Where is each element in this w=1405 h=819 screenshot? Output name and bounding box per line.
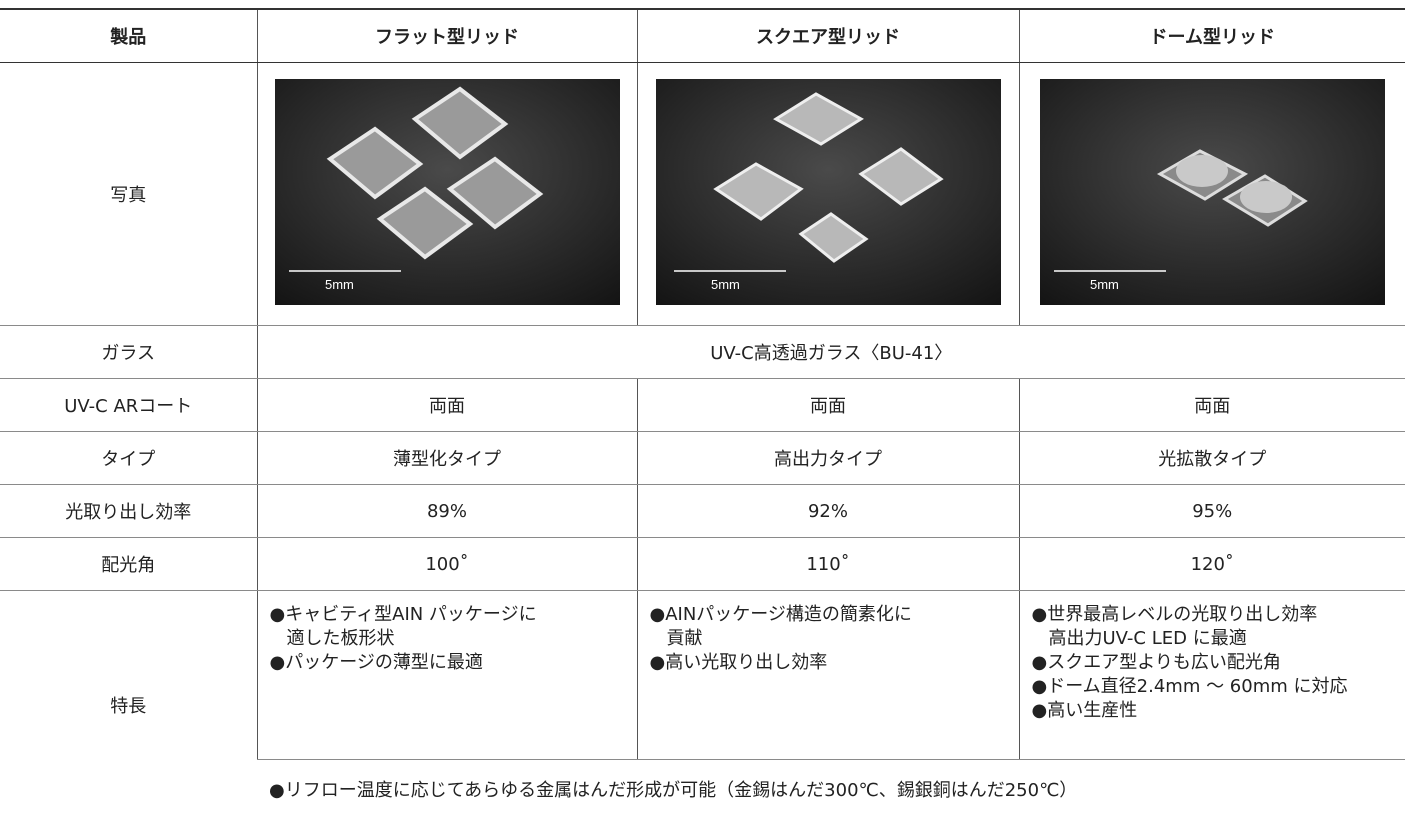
feature-line: ●ドーム直径2.4mm ～ 60mm に対応 <box>1031 676 1348 697</box>
features-common: ●リフロー温度に応じてあらゆる金属はんだ形成が可能（金錫はんだ300℃、錫銀銅は… <box>269 780 1078 801</box>
feature-line: 貢献 <box>666 628 703 649</box>
feature-line: 適した板形状 <box>286 628 395 649</box>
scale-label: 5mm <box>325 277 354 292</box>
feature-line: ●高い光取り出し効率 <box>649 652 828 673</box>
scale-label: 5mm <box>1090 277 1119 292</box>
cell: 100˚ <box>256 537 637 591</box>
cell: 高出力タイプ <box>636 431 1019 485</box>
row-label: 写真 <box>0 62 257 326</box>
row-label: 配光角 <box>0 537 257 591</box>
cell: 120˚ <box>1018 537 1405 591</box>
row-label: ガラス <box>0 325 257 379</box>
header-row: 製品 フラット型リッド スクエア型リッド ドーム型リッド <box>0 8 1405 63</box>
photo-cell: 5mm <box>636 62 1019 326</box>
cell: 92% <box>636 484 1019 538</box>
feature-line: 高出力UV-C LED に最適 <box>1048 628 1247 649</box>
features-cell: ●AINパッケージ構造の簡素化に貢献 ●高い光取り出し効率 <box>636 590 1019 760</box>
row: 光取り出し効率 89% 92% 95% <box>0 484 1405 538</box>
cell: 両面 <box>636 378 1019 432</box>
photo: 5mm <box>655 78 1001 305</box>
header-cell: スクエア型リッド <box>636 8 1019 63</box>
features-cell: ●キャビティ型AIN パッケージに適した板形状 ●パッケージの薄型に最適 <box>256 590 637 760</box>
row-label: 特長 <box>110 695 147 717</box>
cell: 両面 <box>256 378 637 432</box>
row-label: UV-C ARコート <box>0 378 257 432</box>
header-cell: ドーム型リッド <box>1018 8 1405 63</box>
features-common-row: ●リフロー温度に応じてあらゆる金属はんだ形成が可能（金錫はんだ300℃、錫銀銅は… <box>0 760 1405 819</box>
cell: 89% <box>256 484 637 538</box>
glass-row: ガラス UV-C高透過ガラス〈BU-41〉 <box>0 325 1405 379</box>
feature-line: ●スクエア型よりも広い配光角 <box>1031 652 1281 673</box>
photo-cell: 5mm <box>1018 62 1405 326</box>
photo: 5mm <box>1039 78 1385 305</box>
header-cell: フラット型リッド <box>256 8 637 63</box>
photo-row: 写真 5mm <box>0 62 1405 326</box>
feature-line: ●パッケージの薄型に最適 <box>269 652 483 673</box>
scale-label: 5mm <box>711 277 740 292</box>
feature-line: ●AINパッケージ構造の簡素化に <box>649 604 912 625</box>
row-label: タイプ <box>0 431 257 485</box>
photo-cell: 5mm <box>256 62 637 326</box>
photo: 5mm <box>274 78 620 305</box>
features-row: 特長 ●キャビティ型AIN パッケージに適した板形状 ●パッケージの薄型に最適 ●… <box>0 590 1405 760</box>
features-cell: ●世界最高レベルの光取り出し効率高出力UV-C LED に最適 ●スクエア型よりも… <box>1018 590 1405 760</box>
cell: 薄型化タイプ <box>256 431 637 485</box>
spec-table: 製品 フラット型リッド スクエア型リッド ドーム型リッド 写真 <box>0 8 1405 818</box>
rows: UV-C ARコート 両面 両面 両面 タイプ 薄型化タイプ 高出力タイプ 光拡散タイプ 光取り… <box>0 378 1405 591</box>
header-cell: 製品 <box>0 8 257 63</box>
cell: UV-C高透過ガラス〈BU-41〉 <box>256 325 1405 379</box>
row-label: 光取り出し効率 <box>0 484 257 538</box>
cell: 両面 <box>1018 378 1405 432</box>
feature-line: ●世界最高レベルの光取り出し効率 <box>1031 604 1318 625</box>
row: UV-C ARコート 両面 両面 両面 <box>0 378 1405 432</box>
feature-line: ●キャビティ型AIN パッケージに <box>269 604 537 625</box>
cell: 110˚ <box>636 537 1019 591</box>
row: 配光角 100˚ 110˚ 120˚ <box>0 537 1405 591</box>
cell: 光拡散タイプ <box>1018 431 1405 485</box>
feature-line: ●高い生産性 <box>1031 700 1138 721</box>
cell: 95% <box>1018 484 1405 538</box>
row: タイプ 薄型化タイプ 高出力タイプ 光拡散タイプ <box>0 431 1405 485</box>
